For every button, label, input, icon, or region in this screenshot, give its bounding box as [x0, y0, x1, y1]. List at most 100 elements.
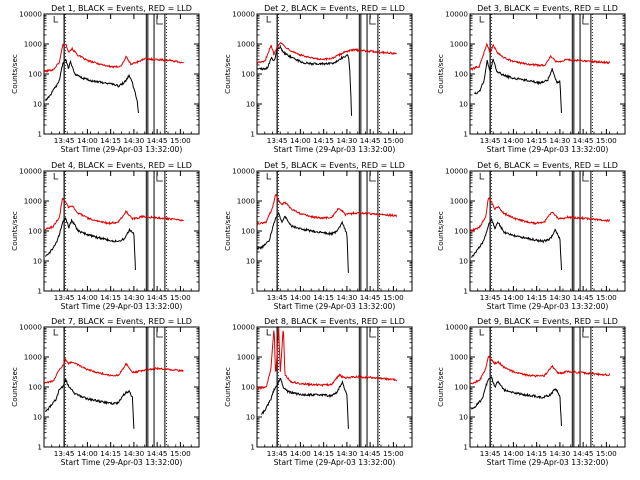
start-bracket	[53, 16, 59, 23]
y-tick-label: 10000	[445, 167, 468, 176]
y-tick-label: 100	[28, 227, 42, 236]
x-tick-label: 13:45	[480, 449, 501, 458]
x-tick-label: 13:45	[54, 449, 75, 458]
panel-title: Det 7, BLACK = Events, RED = LLD	[51, 317, 192, 326]
panel-title: Det 1, BLACK = Events, RED = LLD	[51, 4, 192, 13]
y-tick-label: 1	[250, 287, 255, 296]
panel-title: Det 3, BLACK = Events, RED = LLD	[477, 4, 618, 13]
x-tick-label: 14:00	[503, 136, 524, 145]
y-tick-label: 10	[33, 100, 43, 109]
y-tick-label: 10000	[445, 323, 468, 332]
x-tick-label: 14:45	[360, 449, 381, 458]
lld-curve	[470, 197, 610, 233]
x-tick-label: 13:45	[267, 449, 288, 458]
panel-title: Det 8, BLACK = Events, RED = LLD	[264, 317, 405, 326]
detector-panel-7: Det 7, BLACK = Events, RED = LLD 1 10 100 10…	[10, 317, 200, 467]
x-tick-label: 14:30	[337, 136, 358, 145]
x-tick-label: 14:30	[124, 293, 145, 302]
x-axis-label: Start Time (29-Apr-03 13:32:00)	[61, 302, 183, 311]
lld-curve	[257, 42, 397, 65]
x-tick-label: 15:00	[383, 449, 404, 458]
y-tick-label: 10	[246, 257, 256, 266]
x-tick-label: 14:00	[77, 293, 98, 302]
y-tick-label: 1	[37, 287, 42, 296]
x-tick-label: 15:00	[170, 449, 191, 458]
detector-panel-1: Det 1, BLACK = Events, RED = LLD 1 10 100 10…	[10, 4, 200, 154]
start-bracket	[266, 16, 272, 23]
events-curve	[261, 377, 349, 429]
events-curve	[45, 378, 135, 429]
y-tick-label: 100	[241, 227, 255, 236]
x-axis-label: Start Time (29-Apr-03 13:32:00)	[487, 302, 609, 311]
y-tick-label: 10000	[232, 323, 255, 332]
detector-panel-6: Det 6, BLACK = Events, RED = LLD 1 10 100 10…	[436, 161, 626, 311]
y-tick-label: 1000	[450, 40, 469, 49]
x-axis-label: Start Time (29-Apr-03 13:32:00)	[61, 145, 183, 154]
y-axis-label: Counts/sec	[10, 367, 19, 407]
y-tick-label: 1000	[450, 197, 469, 206]
y-tick-label: 10	[33, 257, 43, 266]
panel-title: Det 9, BLACK = Events, RED = LLD	[477, 317, 618, 326]
x-tick-label: 14:00	[77, 136, 98, 145]
y-tick-label: 10	[459, 100, 469, 109]
y-tick-label: 1000	[450, 353, 469, 362]
x-tick-label: 14:30	[124, 136, 145, 145]
x-tick-label: 14:15	[526, 136, 547, 145]
x-tick-label: 14:15	[100, 293, 121, 302]
events-curve	[471, 376, 562, 427]
x-tick-label: 14:00	[290, 136, 311, 145]
x-axis-label: Start Time (29-Apr-03 13:32:00)	[274, 145, 396, 154]
x-tick-label: 15:00	[596, 293, 617, 302]
detector-panel-8: Det 8, BLACK = Events, RED = LLD 1 10 100 10…	[223, 317, 413, 467]
x-tick-label: 14:30	[550, 293, 571, 302]
x-tick-label: 14:15	[313, 136, 334, 145]
end-bracket	[369, 329, 376, 338]
y-tick-label: 1000	[237, 197, 256, 206]
x-tick-label: 15:00	[383, 293, 404, 302]
x-tick-label: 14:00	[503, 449, 524, 458]
y-tick-label: 1000	[24, 197, 43, 206]
x-tick-label: 13:45	[54, 293, 75, 302]
y-tick-label: 1	[37, 130, 42, 139]
x-axis-label: Start Time (29-Apr-03 13:32:00)	[61, 458, 183, 467]
x-tick-label: 14:15	[100, 136, 121, 145]
y-tick-label: 1000	[24, 353, 43, 362]
start-bracket	[479, 16, 485, 23]
x-tick-label: 14:45	[573, 136, 594, 145]
panel-title: Det 2, BLACK = Events, RED = LLD	[264, 4, 405, 13]
x-axis-label: Start Time (29-Apr-03 13:32:00)	[274, 458, 396, 467]
x-tick-label: 13:45	[267, 136, 288, 145]
x-tick-label: 14:45	[147, 136, 168, 145]
x-tick-label: 14:30	[337, 449, 358, 458]
y-tick-label: 10	[33, 413, 43, 422]
lld-curve	[257, 194, 397, 226]
end-bracket	[582, 329, 589, 338]
x-tick-label: 14:30	[337, 293, 358, 302]
y-axis-label: Counts/sec	[10, 54, 19, 94]
x-tick-label: 14:00	[503, 293, 524, 302]
y-tick-label: 1000	[24, 40, 43, 49]
y-tick-label: 10000	[19, 167, 42, 176]
y-axis-label: Counts/sec	[223, 367, 232, 407]
panel-title: Det 5, BLACK = Events, RED = LLD	[264, 161, 405, 170]
panel-title: Det 6, BLACK = Events, RED = LLD	[477, 161, 618, 170]
y-tick-label: 100	[241, 70, 255, 79]
events-curve	[45, 217, 136, 271]
x-axis-label: Start Time (29-Apr-03 13:32:00)	[487, 145, 609, 154]
y-axis-label: Counts/sec	[223, 211, 232, 251]
detector-panel-3: Det 3, BLACK = Events, RED = LLD 1 10 100 10…	[436, 4, 626, 154]
y-axis-label: Counts/sec	[10, 211, 19, 251]
x-tick-label: 14:45	[147, 293, 168, 302]
lld-curve	[44, 43, 184, 73]
y-tick-label: 100	[454, 70, 468, 79]
x-tick-label: 14:45	[360, 136, 381, 145]
y-tick-label: 10000	[19, 323, 42, 332]
detector-panel-4: Det 4, BLACK = Events, RED = LLD 1 10 100 10…	[10, 161, 200, 311]
end-bracket	[156, 329, 163, 338]
start-bracket	[53, 173, 59, 180]
y-tick-label: 10000	[232, 10, 255, 19]
start-bracket	[479, 173, 485, 180]
end-bracket	[369, 16, 376, 25]
events-curve	[474, 58, 562, 114]
